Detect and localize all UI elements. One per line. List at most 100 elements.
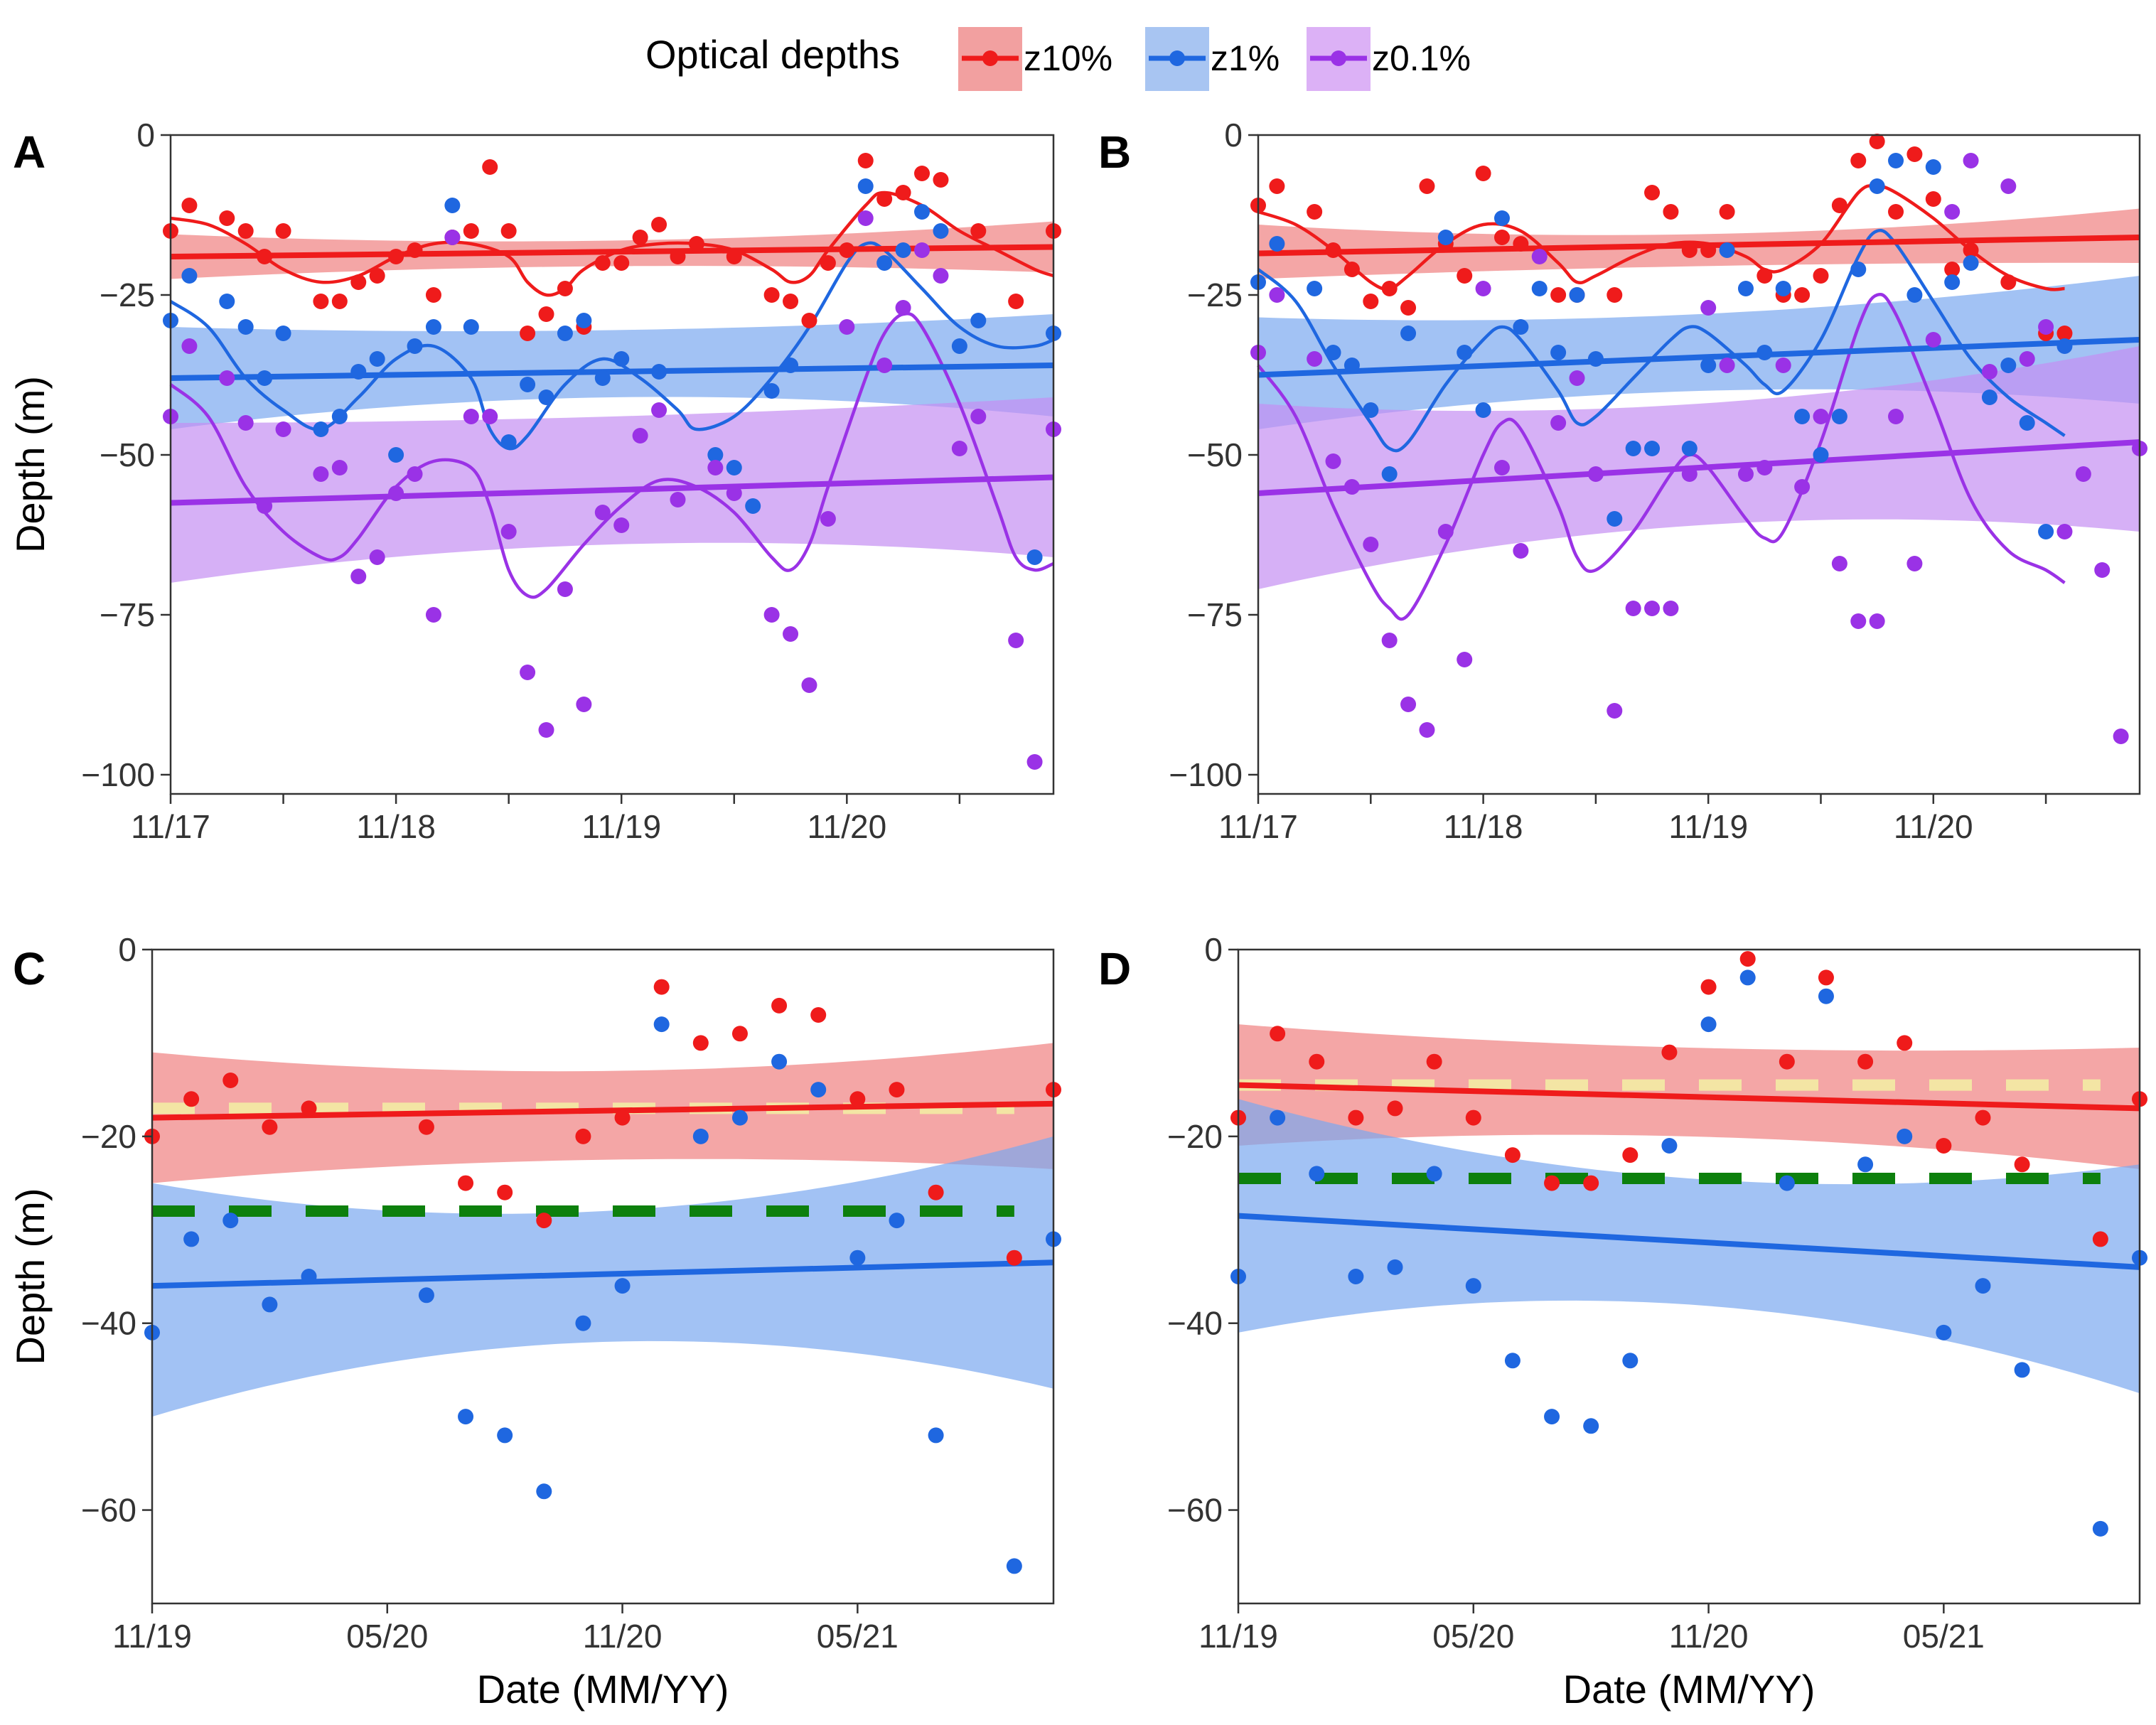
data-point-z10%: [1925, 191, 1941, 207]
data-point-z1%: [745, 498, 761, 514]
data-point-z0.1%: [1850, 613, 1867, 629]
data-point-z1%: [1026, 549, 1043, 565]
data-point-z10%: [1465, 1109, 1481, 1126]
data-point-z0.1%: [1737, 466, 1754, 482]
data-point-z10%: [1857, 1053, 1874, 1070]
legend-title: Optical depths: [645, 32, 900, 77]
x-tick-label: 11/18: [1444, 808, 1523, 845]
data-point-z1%: [1583, 1418, 1599, 1434]
data-point-z1%: [1569, 287, 1585, 303]
trend-line-z1%: [1238, 1213, 2140, 1270]
data-point-z1%: [407, 338, 423, 354]
data-point-z1%: [914, 204, 930, 220]
data-point-z10%: [1457, 268, 1473, 284]
data-point-z10%: [771, 997, 788, 1014]
panel-letter: B: [1098, 127, 1131, 178]
data-point-z1%: [2014, 1362, 2030, 1378]
data-point-z10%: [857, 153, 874, 168]
data-point-z0.1%: [707, 460, 724, 475]
data-point-z10%: [889, 1082, 905, 1098]
data-point-z1%: [653, 1016, 670, 1033]
trend-line-z1%: [151, 1259, 1054, 1289]
data-point-z1%: [497, 1427, 513, 1444]
data-point-z10%: [1493, 230, 1510, 245]
x-tick-label: 11/20: [1894, 808, 1973, 845]
data-point-z1%: [1544, 1409, 1560, 1425]
trend-line-z0.1%: [1257, 439, 2140, 496]
plot-frame: [151, 948, 1055, 1605]
data-point-z0.1%: [1944, 204, 1961, 220]
data-point-z1%: [1457, 345, 1473, 360]
data-point-z10%: [731, 1026, 748, 1042]
data-point-z1%: [970, 313, 987, 328]
data-point-z0.1%: [820, 511, 836, 527]
x-axis-title: Date (MM/YY): [1563, 1667, 1816, 1711]
data-point-z0.1%: [1775, 358, 1791, 373]
data-point-z0.1%: [970, 409, 987, 424]
data-point-z10%: [763, 287, 780, 303]
data-point-z1%: [219, 294, 235, 309]
y-tick-label: −75: [1187, 596, 1243, 633]
data-point-z10%: [1813, 268, 1829, 284]
y-tick-label: −75: [100, 596, 155, 633]
data-point-z10%: [1700, 979, 1717, 995]
data-point-z10%: [407, 242, 423, 258]
data-point-z10%: [1344, 262, 1360, 277]
data-point-z10%: [482, 159, 498, 175]
data-point-z0.1%: [500, 524, 517, 539]
data-point-z0.1%: [350, 569, 367, 584]
data-point-z1%: [538, 389, 554, 405]
x-tick-label: 11/20: [807, 808, 886, 845]
data-point-z10%: [2014, 1156, 2030, 1173]
data-point-z1%: [1737, 281, 1754, 296]
data-point-z10%: [181, 198, 198, 213]
x-tick-label: 11/19: [1668, 808, 1748, 845]
data-point-z0.1%: [1587, 466, 1604, 482]
data-point-z10%: [895, 185, 911, 200]
data-point-z1%: [1006, 1558, 1022, 1574]
data-point-z0.1%: [2094, 562, 2111, 578]
data-point-z10%: [1944, 262, 1961, 277]
data-point-z1%: [1779, 1175, 1795, 1191]
y-tick-label: −100: [81, 756, 155, 793]
data-point-z1%: [928, 1427, 944, 1444]
data-point-z0.1%: [557, 581, 573, 597]
data-point-z1%: [651, 364, 667, 380]
data-point-z10%: [1888, 204, 1904, 220]
data-point-z10%: [1008, 294, 1024, 309]
plot-frame: [169, 134, 1055, 795]
data-point-z10%: [670, 249, 686, 264]
data-point-z10%: [1661, 1044, 1678, 1060]
data-point-z1%: [614, 1278, 631, 1294]
y-tick-label: −20: [81, 1118, 136, 1155]
data-point-z0.1%: [1363, 537, 1379, 552]
data-point-z0.1%: [857, 210, 874, 226]
data-point-z1%: [183, 1231, 200, 1247]
data-point-z0.1%: [1794, 479, 1811, 495]
data-point-z0.1%: [1419, 722, 1435, 738]
panel-letter: D: [1098, 943, 1131, 994]
data-point-z0.1%: [219, 370, 235, 386]
data-point-z1%: [1700, 358, 1717, 373]
data-point-z1%: [1344, 358, 1360, 373]
data-point-z10%: [692, 1035, 709, 1051]
data-point-z10%: [1269, 178, 1285, 194]
data-point-z10%: [1906, 146, 1923, 162]
data-point-z1%: [1818, 988, 1834, 1004]
data-point-z0.1%: [425, 607, 441, 623]
data-point-z1%: [1794, 409, 1811, 424]
data-point-z0.1%: [1644, 601, 1661, 616]
data-point-z1%: [257, 370, 273, 386]
data-point-z1%: [1850, 262, 1867, 277]
data-point-z1%: [731, 1109, 748, 1126]
data-point-z1%: [2092, 1520, 2108, 1537]
data-point-z1%: [575, 1315, 591, 1331]
data-point-z10%: [1426, 1053, 1442, 1070]
data-point-z0.1%: [538, 722, 554, 738]
data-point-z0.1%: [951, 441, 967, 456]
data-point-z10%: [1325, 242, 1341, 258]
data-point-z10%: [783, 294, 799, 309]
legend-dot-z10: [982, 50, 998, 66]
y-tick-label: −40: [81, 1305, 136, 1342]
data-point-z1%: [1981, 389, 1997, 405]
